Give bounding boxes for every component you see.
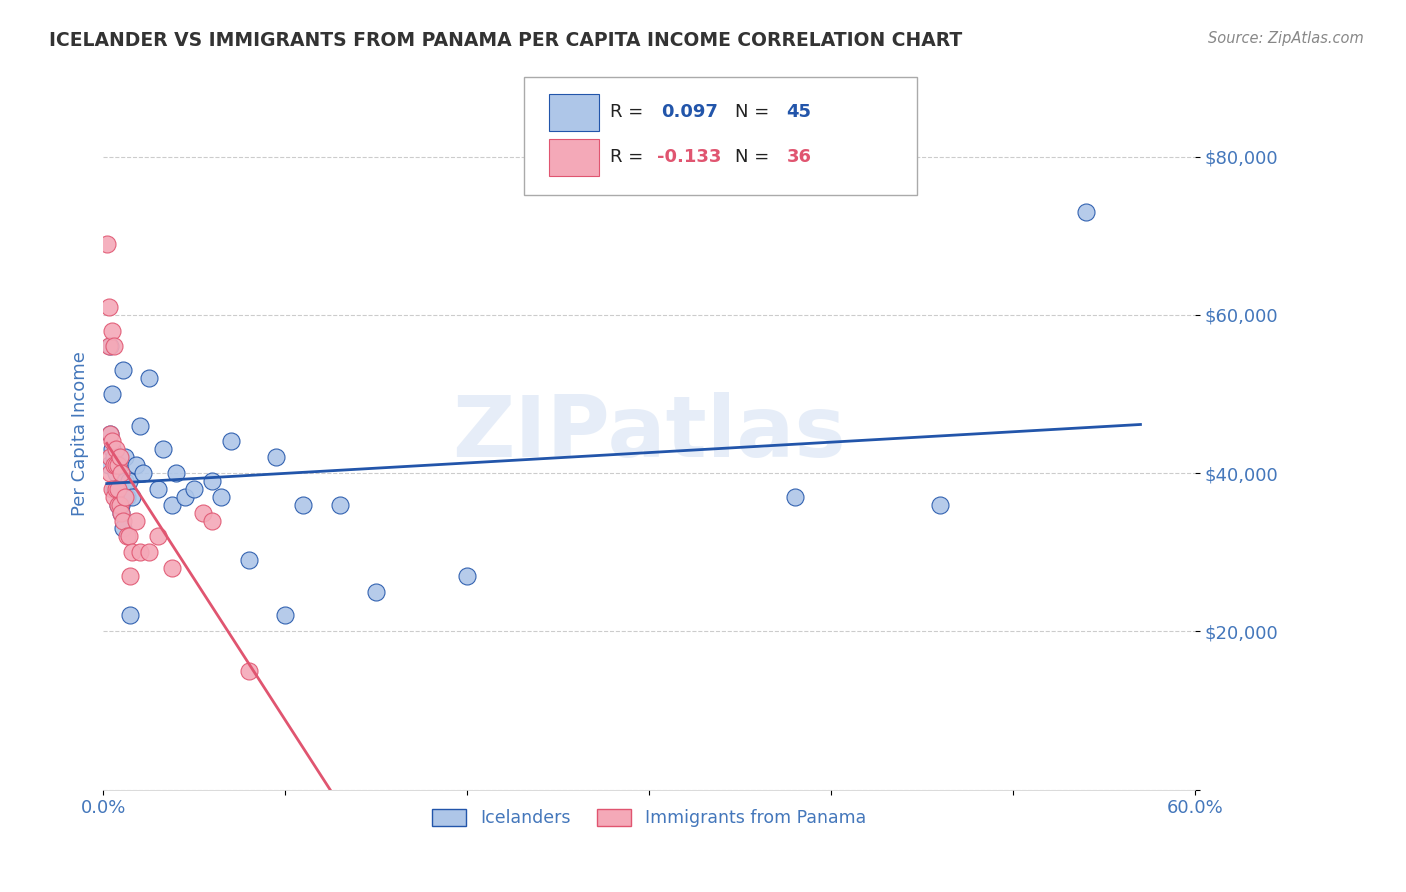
- Point: [108, 498, 131, 512]
- Point: [219, 434, 242, 449]
- Point: [128, 418, 150, 433]
- Point: [115, 490, 138, 504]
- Point: [1074, 205, 1097, 219]
- Point: [193, 506, 215, 520]
- Point: [121, 490, 143, 504]
- Point: [115, 529, 138, 543]
- Text: N =: N =: [735, 103, 775, 121]
- Point: [101, 482, 124, 496]
- Point: [110, 506, 132, 520]
- FancyBboxPatch shape: [523, 78, 917, 195]
- Point: [146, 529, 169, 543]
- Point: [97, 300, 120, 314]
- Point: [152, 442, 174, 457]
- FancyBboxPatch shape: [548, 138, 599, 176]
- Text: Source: ZipAtlas.com: Source: ZipAtlas.com: [1208, 31, 1364, 46]
- Point: [274, 608, 297, 623]
- Point: [101, 442, 124, 457]
- Point: [107, 482, 129, 496]
- Point: [329, 498, 352, 512]
- Point: [292, 498, 315, 512]
- Point: [112, 363, 135, 377]
- Text: -0.133: -0.133: [657, 148, 721, 166]
- Point: [125, 458, 148, 472]
- Point: [165, 466, 187, 480]
- Point: [114, 490, 136, 504]
- Point: [97, 339, 120, 353]
- Text: ZIPatlas: ZIPatlas: [453, 392, 846, 475]
- Point: [103, 458, 125, 472]
- Point: [108, 482, 131, 496]
- Point: [162, 498, 184, 512]
- Text: 45: 45: [787, 103, 811, 121]
- Point: [121, 545, 143, 559]
- Point: [100, 426, 122, 441]
- FancyBboxPatch shape: [548, 94, 599, 131]
- Point: [138, 545, 160, 559]
- Point: [101, 387, 124, 401]
- Point: [201, 514, 224, 528]
- Text: ICELANDER VS IMMIGRANTS FROM PANAMA PER CAPITA INCOME CORRELATION CHART: ICELANDER VS IMMIGRANTS FROM PANAMA PER …: [49, 31, 963, 50]
- Point: [97, 458, 120, 472]
- Point: [201, 474, 224, 488]
- Point: [366, 584, 388, 599]
- Text: 36: 36: [787, 148, 811, 166]
- Point: [108, 458, 131, 472]
- Point: [101, 434, 124, 449]
- Point: [101, 324, 124, 338]
- Point: [110, 466, 132, 480]
- Point: [128, 545, 150, 559]
- Point: [104, 466, 127, 480]
- Point: [100, 450, 122, 465]
- Point: [103, 482, 125, 496]
- Point: [114, 450, 136, 465]
- Point: [108, 450, 131, 465]
- Text: R =: R =: [610, 103, 648, 121]
- Point: [96, 236, 118, 251]
- Point: [103, 339, 125, 353]
- Point: [146, 482, 169, 496]
- Point: [783, 490, 806, 504]
- Point: [104, 442, 127, 457]
- Point: [103, 450, 125, 465]
- Point: [100, 426, 122, 441]
- Point: [107, 498, 129, 512]
- Point: [117, 474, 139, 488]
- Point: [174, 490, 197, 504]
- Point: [114, 474, 136, 488]
- Point: [103, 490, 125, 504]
- Y-axis label: Per Capita Income: Per Capita Income: [72, 351, 89, 516]
- Point: [100, 466, 122, 480]
- Point: [929, 498, 952, 512]
- Legend: Icelanders, Immigrants from Panama: Icelanders, Immigrants from Panama: [425, 802, 873, 834]
- Point: [209, 490, 232, 504]
- Point: [112, 521, 135, 535]
- Point: [120, 608, 142, 623]
- Point: [107, 458, 129, 472]
- Point: [132, 466, 155, 480]
- Text: 0.097: 0.097: [661, 103, 718, 121]
- Text: R =: R =: [610, 148, 648, 166]
- Point: [110, 498, 132, 512]
- Point: [104, 482, 127, 496]
- Point: [183, 482, 205, 496]
- Point: [120, 569, 142, 583]
- Text: N =: N =: [735, 148, 775, 166]
- Point: [110, 506, 132, 520]
- Point: [107, 498, 129, 512]
- Point: [107, 458, 129, 472]
- Point: [162, 561, 184, 575]
- Point: [238, 664, 260, 678]
- Point: [100, 339, 122, 353]
- Point: [264, 450, 287, 465]
- Point: [125, 514, 148, 528]
- Point: [456, 569, 478, 583]
- Point: [117, 529, 139, 543]
- Point: [238, 553, 260, 567]
- Point: [112, 514, 135, 528]
- Point: [138, 371, 160, 385]
- Point: [104, 458, 127, 472]
